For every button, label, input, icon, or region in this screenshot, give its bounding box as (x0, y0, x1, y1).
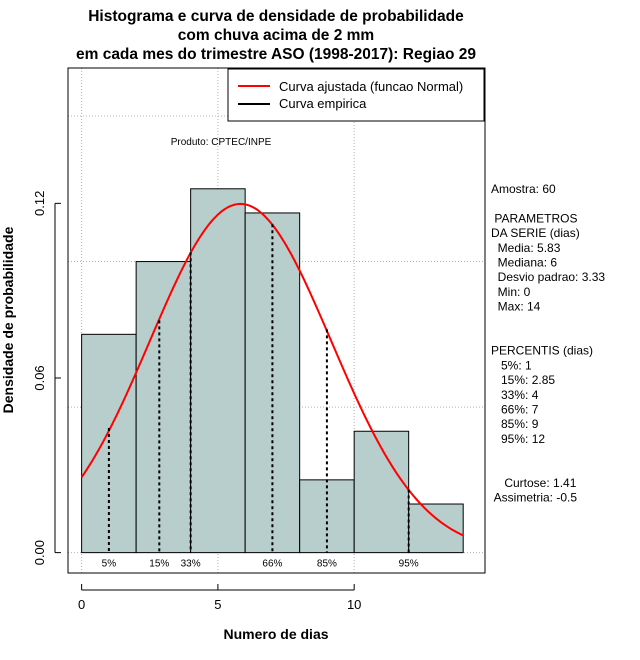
title-line-1: Histograma e curva de densidade de proba… (88, 8, 464, 25)
legend-label-fitted: Curva ajustada (funcao Normal) (279, 79, 463, 94)
histogram-bar-2 (190, 188, 246, 554)
side-stat-line-17: 95%: 12 (491, 432, 545, 446)
x-axis-label: Numero de dias (223, 626, 328, 642)
y-tick-label-1: 0.06 (32, 365, 47, 390)
percentile-layer: 5% 15% 33% 66% 85% 95% (102, 224, 419, 570)
side-stat-line-7: Min: 0 (491, 285, 531, 299)
side-stat-line-13: 15%: 2.85 (491, 373, 555, 387)
percentile-label-2: 33% (181, 559, 201, 570)
side-stat-line-0: Amostra: 60 (491, 182, 556, 196)
percentile-label-5: 95% (399, 559, 419, 570)
product-label: Produto: CPTEC/INPE (171, 137, 272, 148)
axes-layer: 0 5 10 0.00 0.06 0.12 (32, 191, 361, 612)
title-line-3: em cada mes do trimestre ASO (1998-2017)… (76, 46, 476, 63)
y-axis-label: Densidade de probabilidade (0, 226, 16, 413)
x-tick-label-1: 5 (214, 597, 221, 612)
legend-label-empirical: Curva empirica (279, 96, 367, 111)
y-tick-label-2: 0.12 (32, 191, 47, 216)
percentile-label-4: 85% (317, 559, 337, 570)
side-stat-line-8: Max: 14 (491, 300, 541, 314)
x-tick-label-2: 10 (347, 597, 361, 612)
plot-frame (67, 67, 486, 574)
side-stat-line-2: PARAMETROS (491, 211, 577, 225)
side-stat-line-12: 5%: 1 (491, 358, 532, 372)
y-tick-label-0: 0.00 (32, 540, 47, 565)
side-stat-line-6: Desvio padrao: 3.33 (491, 270, 605, 284)
side-stat-line-21: Assimetria: -0.5 (491, 491, 577, 505)
side-stat-line-15: 66%: 7 (491, 403, 539, 417)
chart-title: Histograma e curva de densidade de proba… (76, 8, 476, 63)
legend-box (227, 68, 485, 122)
side-stat-line-20: Curtose: 1.41 (491, 476, 577, 490)
histogram-bar-6 (408, 503, 464, 554)
histogram-bar-0 (81, 333, 137, 554)
side-stat-line-16: 85%: 9 (491, 417, 539, 431)
side-stat-line-14: 33%: 4 (491, 388, 539, 402)
percentile-label-1: 15% (149, 559, 169, 570)
histogram-bar-5 (353, 430, 410, 554)
x-tick-label-0: 0 (78, 597, 85, 612)
side-stat-line-5: Mediana: 6 (491, 256, 557, 270)
side-stat-line-3: DA SERIE (dias) (491, 226, 580, 240)
side-stat-line-11: PERCENTIS (dias) (491, 344, 593, 358)
legend: Curva ajustada (funcao Normal) Curva emp… (227, 68, 485, 122)
title-line-2: com chuva acima de 2 mm (178, 27, 374, 44)
percentile-label-3: 66% (262, 559, 282, 570)
percentile-label-0: 5% (102, 559, 117, 570)
side-stat-line-4: Media: 5.83 (491, 241, 561, 255)
histogram-bar-1 (135, 261, 192, 554)
